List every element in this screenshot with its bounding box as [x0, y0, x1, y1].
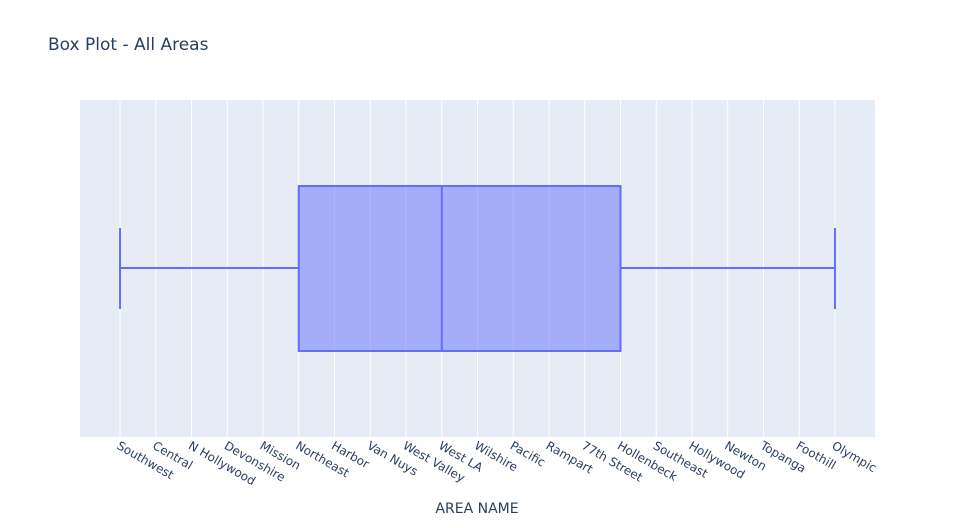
x-axis-title: AREA NAME	[435, 501, 518, 517]
box	[297, 185, 622, 352]
chart-title: Box Plot - All Areas	[48, 35, 209, 55]
